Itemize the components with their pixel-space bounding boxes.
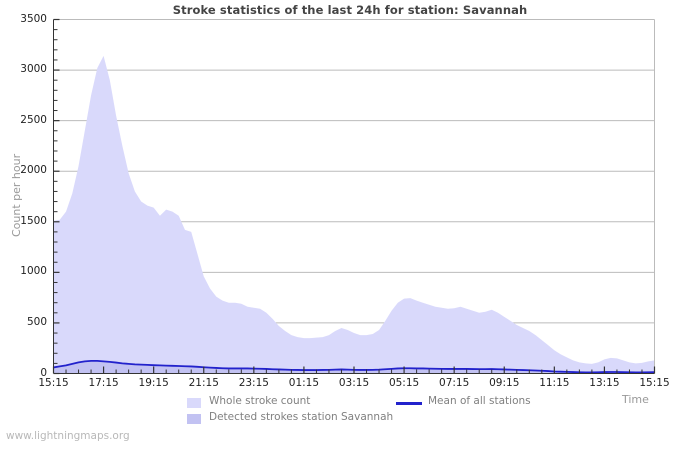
x-tick-label: 23:15	[238, 376, 269, 389]
watermark: www.lightningmaps.org	[6, 430, 130, 442]
y-tick-label: 3000	[20, 63, 47, 76]
x-tick-label: 07:15	[439, 376, 470, 389]
legend-label: Whole stroke count	[209, 395, 311, 407]
y-tick-label: 2000	[20, 164, 47, 177]
x-tick-label: 11:15	[539, 376, 570, 389]
x-tick-label: 17:15	[88, 376, 119, 389]
x-tick-label: 09:15	[489, 376, 520, 389]
legend-label: Mean of all stations	[428, 395, 531, 407]
x-tick-label: 01:15	[288, 376, 320, 389]
area-series	[53, 55, 655, 374]
legend-line-marker	[396, 402, 422, 405]
x-tick-label: 19:15	[138, 376, 169, 389]
x-tick-label: 15:15	[639, 376, 670, 389]
x-tick-label: 05:15	[388, 376, 420, 389]
x-tick-label: 21:15	[188, 376, 219, 389]
x-tick-label: 03:15	[338, 376, 370, 389]
x-axis-label: Time	[622, 392, 649, 406]
x-tick-label: 15:15	[38, 376, 69, 389]
legend-label: Detected strokes station Savannah	[209, 411, 394, 423]
y-tick-label: 500	[26, 315, 47, 328]
y-tick-label: 1500	[20, 214, 47, 227]
chart-title: Stroke statistics of the last 24h for st…	[172, 3, 528, 17]
x-tick-label: 13:15	[589, 376, 620, 389]
legend-swatch	[187, 414, 201, 424]
y-tick-label: 2500	[20, 113, 47, 126]
y-tick-label: 3500	[20, 12, 47, 25]
y-tick-label: 1000	[20, 265, 47, 278]
legend-swatch	[187, 398, 201, 408]
y-tick-label: 0	[40, 366, 47, 379]
